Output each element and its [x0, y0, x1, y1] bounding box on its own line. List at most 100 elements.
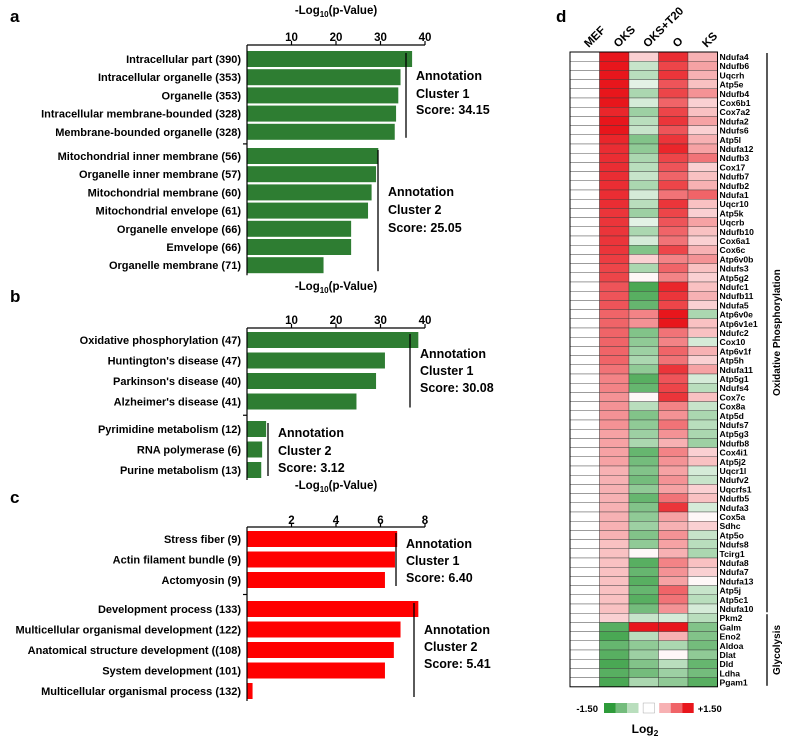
heatmap-cell: [599, 70, 630, 80]
heatmap-cell: [687, 640, 718, 651]
heatmap-cell: [687, 364, 718, 375]
heatmap-cell: [628, 143, 659, 154]
heatmap-cell: [569, 208, 600, 218]
heatmap-cell: [569, 327, 600, 338]
heatmap-cell: [687, 254, 718, 264]
heatmap-cell: [628, 327, 659, 338]
row-label: Eno2: [720, 632, 741, 642]
heatmap-cell: [687, 346, 718, 356]
row-label: Ndufb11: [720, 291, 754, 301]
heatmap-cell: [599, 171, 630, 182]
legend-swatch: [670, 703, 683, 713]
heatmap-cell: [569, 291, 600, 301]
heatmap-cell: [658, 244, 689, 255]
heatmap-cell: [628, 125, 659, 135]
heatmap-cell: [628, 300, 659, 310]
bar: [247, 642, 394, 658]
bar: [247, 683, 253, 699]
heatmap-cell: [599, 309, 630, 320]
row-label: Ndufb2: [720, 181, 750, 191]
bar: [247, 601, 419, 617]
heatmap-cell: [628, 649, 659, 660]
heatmap-cell: [658, 677, 689, 687]
heatmap-cell: [628, 521, 659, 531]
heatmap-cell: [658, 373, 689, 384]
heatmap-cell: [599, 603, 630, 614]
heatmap-cell: [599, 401, 630, 412]
heatmap-cell: [628, 88, 659, 99]
heatmap-cell: [599, 429, 630, 439]
heatmap-cell: [628, 631, 659, 641]
heatmap-cell: [658, 603, 689, 614]
heatmap-cell: [569, 272, 600, 283]
heatmap-cell: [658, 585, 689, 595]
heatmap-cell: [658, 51, 689, 62]
legend-swatch: [642, 702, 655, 714]
heatmap-cell: [569, 659, 600, 669]
category-label: Intracellular membrane-bounded (328): [41, 109, 241, 121]
heatmap-cell: [658, 235, 689, 246]
column-header: OKS: [612, 24, 638, 50]
row-label: Ndufa11: [720, 365, 754, 375]
row-label: Atp5o: [720, 530, 744, 540]
heatmap-cell: [599, 217, 630, 228]
heatmap-cell: [658, 217, 689, 228]
category-label: Membrane-bounded organelle (328): [55, 127, 241, 139]
heatmap-cell: [569, 281, 600, 292]
heatmap-cell: [628, 134, 659, 145]
heatmap-cell: [599, 189, 630, 200]
category-label: Pyrimidine metabolism (12): [98, 424, 241, 436]
heatmap-cell: [658, 309, 689, 320]
heatmap-cell: [599, 438, 630, 448]
legend-swatch: [627, 703, 639, 713]
heatmap-cell: [687, 631, 718, 641]
heatmap-cell: [628, 189, 659, 200]
heatmap-cell: [687, 79, 718, 89]
category-label: Stress fiber (9): [164, 534, 241, 546]
row-label: Atp5k: [720, 208, 744, 218]
heatmap-cell: [569, 226, 600, 237]
heatmap-cell: [628, 640, 659, 651]
heatmap-cell: [658, 539, 689, 549]
heatmap-cell: [628, 208, 659, 218]
heatmap-cell: [628, 346, 659, 356]
cluster-annotation: Cluster 1: [420, 364, 474, 378]
heatmap-cell: [687, 465, 718, 476]
heatmap-cell: [687, 539, 718, 549]
heatmap-cell: [628, 429, 659, 439]
cluster-annotation: Annotation: [388, 185, 454, 199]
heatmap-cell: [628, 272, 659, 283]
heatmap-cell: [628, 373, 659, 384]
heatmap-cell: [628, 217, 659, 228]
heatmap-cell: [569, 585, 600, 595]
heatmap-cell: [599, 235, 630, 246]
heatmap-cell: [687, 576, 718, 586]
heatmap-cell: [687, 548, 718, 559]
row-label: Uqcrfs1: [720, 484, 752, 494]
heatmap-cell: [687, 208, 718, 218]
heatmap-cell: [569, 300, 600, 310]
heatmap-cell: [599, 677, 630, 687]
heatmap-cell: [687, 410, 718, 421]
cluster-annotation: Annotation: [406, 537, 472, 551]
category-label: Mitochondrial membrane (60): [88, 187, 242, 199]
row-label: Atp6v1f: [720, 346, 752, 356]
x-tick-label: 2: [288, 515, 294, 527]
x-tick-label: 10: [285, 32, 298, 44]
heatmap-cell: [599, 557, 630, 568]
heatmap-cell: [599, 576, 630, 586]
row-label: Uqcr10: [720, 199, 749, 209]
heatmap-cell: [599, 355, 630, 366]
heatmap-cell: [658, 622, 689, 632]
row-label: Atp5g3: [720, 429, 749, 439]
row-label: Cox5a: [720, 512, 746, 522]
x-tick-label: 8: [422, 515, 429, 527]
heatmap-cell: [687, 603, 718, 614]
heatmap-cell: [658, 189, 689, 200]
heatmap-cell: [569, 631, 600, 641]
heatmap-cell: [599, 254, 630, 264]
heatmap-cell: [687, 189, 718, 200]
heatmap-cell: [569, 198, 600, 209]
x-tick-label: 40: [419, 32, 432, 44]
row-label: Ndufb8: [720, 438, 750, 448]
